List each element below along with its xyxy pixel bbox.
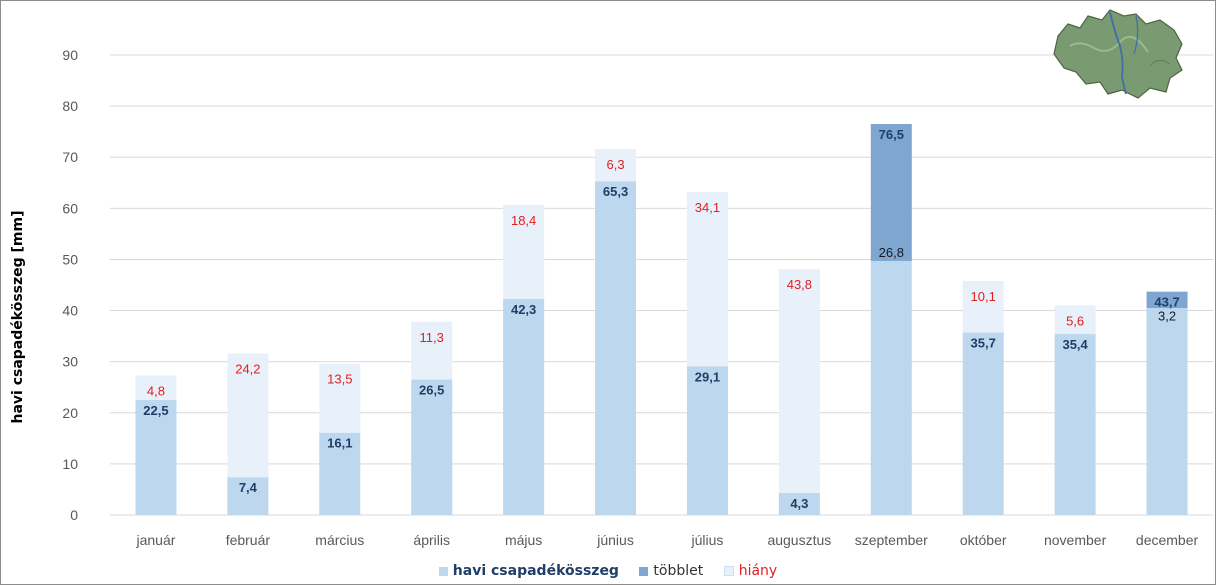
x-tick-label: május xyxy=(505,532,542,548)
bar-value-label: 35,4 xyxy=(1062,337,1088,352)
bar-deficit xyxy=(503,204,545,299)
deficit-value-label: 34,1 xyxy=(695,200,720,215)
y-tick-label: 40 xyxy=(62,303,78,319)
bar-deficit xyxy=(135,375,177,400)
bar-base xyxy=(778,493,820,515)
bar-base xyxy=(595,181,637,515)
legend-item-havi: havi csapadékösszeg xyxy=(438,563,619,579)
bar-deficit xyxy=(962,280,1004,333)
legend-swatch-hiany xyxy=(723,566,734,576)
y-axis-title: havi csapadékösszeg [mm] xyxy=(10,210,26,424)
y-tick-label: 0 xyxy=(70,507,78,523)
y-tick-label: 30 xyxy=(62,354,78,370)
precipitation-chart: 0 10 20 30 40 50 60 70 80 90 4,8 22,5 január 24,2 7,4 f… xyxy=(62,47,1213,548)
bar-base xyxy=(870,260,912,515)
surplus-value-label: 3,2 xyxy=(1158,309,1176,324)
x-tick-label: november xyxy=(1044,532,1107,548)
legend-item-hiany: hiány xyxy=(723,563,778,579)
bar-surplus xyxy=(870,124,912,261)
bar-base xyxy=(1146,308,1188,515)
surplus-value-label: 26,8 xyxy=(879,245,904,260)
x-tick-label: február xyxy=(226,532,271,548)
bar-base xyxy=(319,432,361,515)
x-tick-label: június xyxy=(596,532,634,548)
x-tick-label: október xyxy=(960,532,1007,548)
bar-value-label: 42,3 xyxy=(511,302,536,317)
bar-deficit xyxy=(1054,305,1096,335)
bar-value-label: 7,4 xyxy=(239,480,258,495)
deficit-value-label: 43,8 xyxy=(787,277,812,292)
legend-swatch-tobblet xyxy=(639,566,649,576)
deficit-value-label: 13,5 xyxy=(327,372,352,387)
y-tick-label: 60 xyxy=(62,200,78,216)
bar-value-label: 65,3 xyxy=(603,184,628,199)
y-tick-label: 90 xyxy=(62,47,78,63)
legend-item-tobblet: többlet xyxy=(639,563,703,579)
bar-value-label: 35,7 xyxy=(971,336,996,351)
bar-deficit xyxy=(595,149,637,182)
y-tick-label: 10 xyxy=(62,456,78,472)
legend-label-hiany: hiány xyxy=(738,563,778,579)
deficit-value-label: 11,3 xyxy=(420,330,444,345)
bar-value-label: 76,5 xyxy=(879,127,904,142)
bar-value-label: 29,1 xyxy=(695,369,720,384)
x-tick-label: január xyxy=(135,532,175,548)
bar-value-label: 4,3 xyxy=(790,496,808,511)
river-basin-map-icon xyxy=(1053,9,1183,99)
bar-base xyxy=(411,379,453,515)
y-tick-label: 20 xyxy=(62,405,78,421)
bar-value-label: 22,5 xyxy=(143,403,168,418)
bar-base xyxy=(962,332,1004,515)
bar-value-label: 26,5 xyxy=(419,383,444,398)
deficit-value-label: 5,6 xyxy=(1066,313,1084,328)
bar-deficit xyxy=(319,363,361,433)
x-tick-label: március xyxy=(315,532,364,548)
y-tick-label: 80 xyxy=(62,98,78,114)
bar-deficit xyxy=(686,191,728,367)
bar-base xyxy=(227,477,269,515)
y-tick-label: 70 xyxy=(62,149,78,165)
x-tick-label: szeptember xyxy=(855,532,928,548)
deficit-value-label: 6,3 xyxy=(607,157,625,172)
legend-swatch-havi xyxy=(438,566,448,576)
bar-deficit xyxy=(778,269,820,494)
bar-value-label: 16,1 xyxy=(327,436,352,451)
deficit-value-label: 18,4 xyxy=(511,213,536,228)
x-tick-label: július xyxy=(691,532,724,548)
x-tick-label: december xyxy=(1136,532,1199,548)
bar-deficit xyxy=(227,353,269,478)
deficit-value-label: 24,2 xyxy=(235,361,260,376)
y-tick-label: 50 xyxy=(62,251,78,267)
bar-surplus xyxy=(1146,291,1188,308)
deficit-value-label: 4,8 xyxy=(147,383,165,398)
legend-label-tobblet: többlet xyxy=(653,563,704,579)
bar-base xyxy=(686,366,728,515)
legend-label-havi: havi csapadékösszeg xyxy=(452,563,619,579)
x-tick-label: augusztus xyxy=(767,532,831,548)
bar-base xyxy=(1054,334,1096,515)
x-tick-label: április xyxy=(413,532,450,548)
bar-base xyxy=(135,400,177,515)
deficit-value-label: 10,1 xyxy=(971,289,996,304)
bar-deficit xyxy=(411,321,453,380)
chart-legend: havi csapadékösszeg többlet hiány xyxy=(0,563,1216,579)
bar-base xyxy=(503,298,545,515)
bar-value-label: 43,7 xyxy=(1154,295,1179,310)
